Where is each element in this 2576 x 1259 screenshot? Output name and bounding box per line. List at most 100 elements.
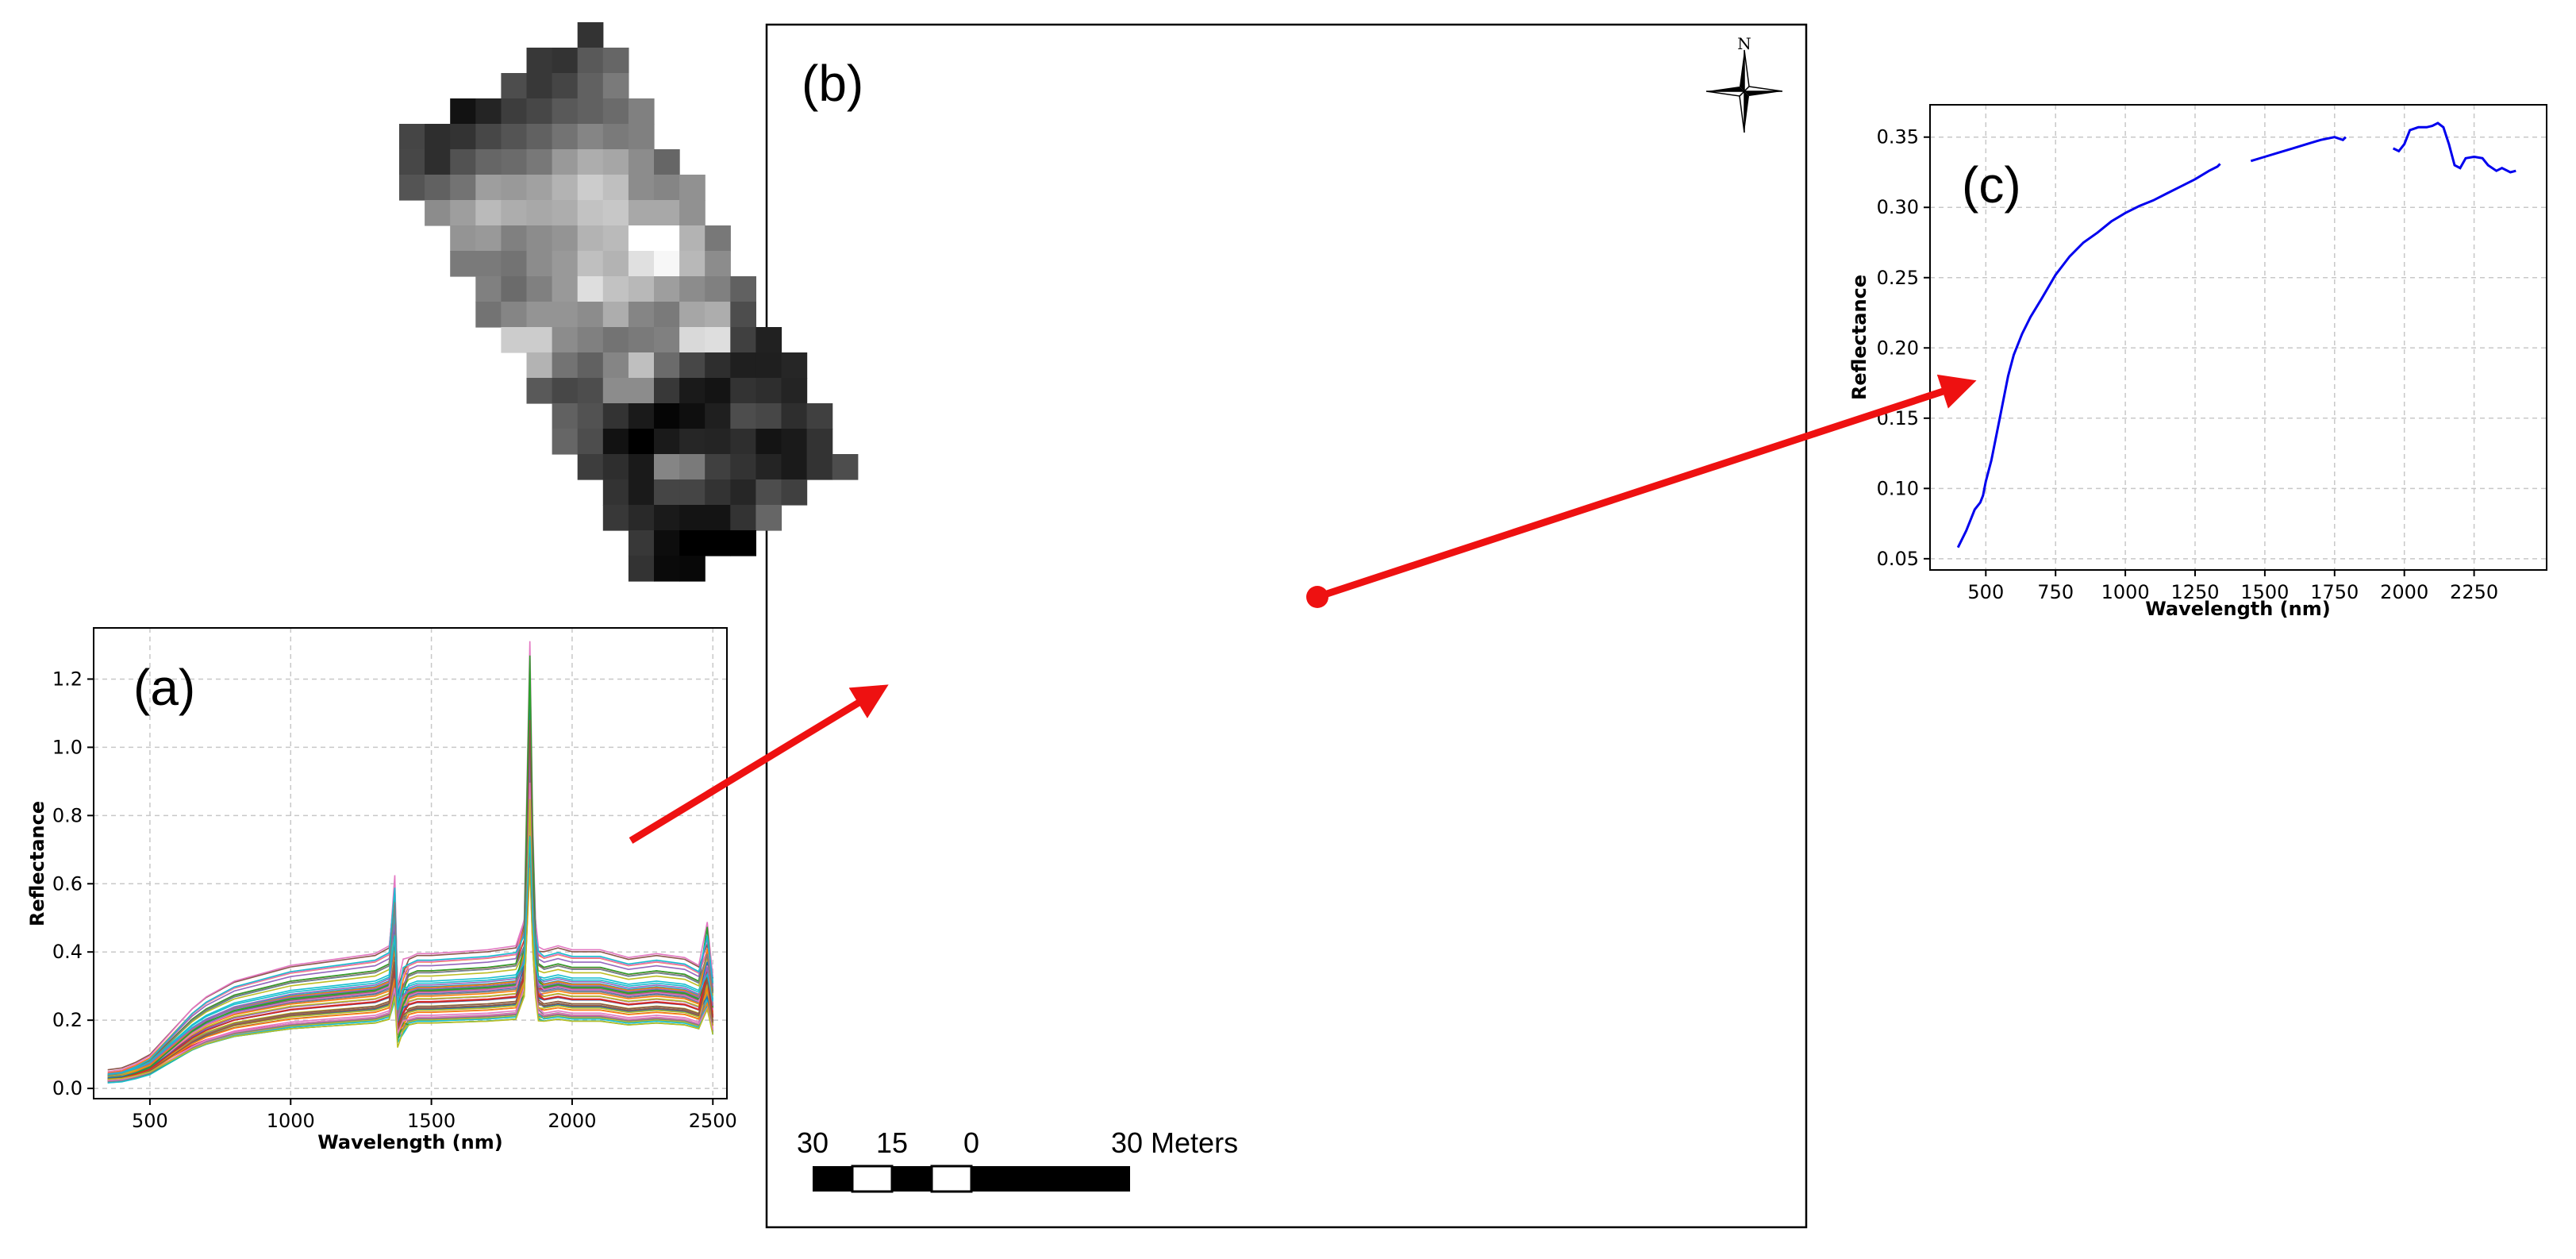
- pixel-cell: [475, 251, 502, 277]
- pixel-cell: [577, 454, 604, 480]
- pixel-cell: [705, 378, 731, 404]
- pixel-cell: [450, 98, 476, 125]
- pixel-cell: [730, 479, 756, 506]
- panel-a-xlabel: Wavelength (nm): [317, 1131, 502, 1153]
- pixel-cell: [501, 175, 528, 201]
- panel-a-xtick-label: 1000: [267, 1110, 315, 1132]
- pixel-cell: [628, 98, 655, 125]
- pixel-cell: [577, 124, 604, 150]
- pixel-cell: [730, 429, 756, 455]
- pixel-cell: [552, 98, 579, 125]
- pixel-cell: [602, 302, 629, 328]
- pixel-cell: [602, 378, 629, 404]
- pixel-cell: [628, 378, 655, 404]
- pixel-cell: [602, 225, 629, 252]
- pixel-cell: [730, 454, 756, 480]
- pixel-cell: [399, 124, 425, 150]
- pixel-cell: [475, 225, 502, 252]
- pixel-cell: [705, 302, 731, 328]
- pixel-cell: [602, 124, 629, 150]
- pixel-cell: [450, 225, 476, 252]
- north-label: N: [1737, 34, 1751, 53]
- pixel-cell: [654, 149, 680, 175]
- panel-c-spectrum-segment-3: [2392, 121, 2516, 174]
- pixel-cell: [450, 251, 476, 277]
- panel-a-spectrum-line: [107, 807, 714, 1076]
- pixel-cell: [602, 200, 629, 226]
- pixel-cell: [705, 454, 731, 480]
- panel-b-pixel-map: [399, 22, 859, 582]
- pixel-cell: [552, 251, 579, 277]
- pixel-cell: [781, 429, 808, 455]
- scale-bar-segment-5: [971, 1166, 1130, 1192]
- pixel-cell: [806, 429, 833, 455]
- pixel-cell: [552, 48, 579, 74]
- pixel-cell: [654, 556, 680, 582]
- panel-a: 500 1000 1500 2000 2500 0.0 0.2 0.4 0.6 0.8 1.0 1.…: [26, 627, 737, 1153]
- panel-a-ytick-label: 0.2: [52, 1009, 83, 1031]
- panel-c-axes-frame: [1929, 104, 2547, 571]
- pixel-cell: [577, 73, 604, 99]
- panel-c-ytick-label: 0.05: [1877, 548, 1919, 570]
- pixel-cell: [475, 302, 502, 328]
- pixel-cell: [679, 530, 706, 556]
- pixel-cell: [501, 124, 528, 150]
- pixel-cell: [602, 251, 629, 277]
- pixel-cell: [679, 403, 706, 429]
- panel-c-xtick-label: 2250: [2450, 581, 2498, 603]
- panel-a-spectrum-line: [107, 835, 714, 1080]
- north-arrow-icon: N: [1705, 34, 1783, 133]
- panel-a-xtick-label: 500: [132, 1110, 168, 1132]
- pixel-cell: [602, 175, 629, 201]
- pixel-cell: [705, 403, 731, 429]
- pixel-cell: [602, 48, 629, 74]
- pixel-cell: [755, 454, 782, 480]
- pixel-cell: [654, 403, 680, 429]
- pixel-cell: [628, 403, 655, 429]
- pixel-cell: [730, 378, 756, 404]
- scale-bar-segment-2: [851, 1165, 894, 1193]
- pixel-cell: [475, 124, 502, 150]
- panel-c-x-ticks: 500 750 1000 1250 1500 1750 2000 2250: [1967, 570, 2498, 603]
- pixel-cell: [450, 200, 476, 226]
- pixel-cell: [552, 276, 579, 302]
- pixel-cell: [602, 73, 629, 99]
- panel-a-xtick-label: 1500: [407, 1110, 456, 1132]
- pixel-cell: [705, 530, 731, 556]
- arrow-a-to-b: [629, 684, 889, 844]
- pixel-cell: [552, 352, 579, 379]
- pixel-cell: [475, 276, 502, 302]
- panel-c-ytick-label: 0.30: [1877, 196, 1919, 218]
- pixel-cell: [577, 48, 604, 74]
- pixel-cell: [806, 454, 833, 480]
- pixel-cell: [679, 225, 706, 252]
- panel-c-xtick-label: 1750: [2310, 581, 2359, 603]
- pixel-cell: [705, 276, 731, 302]
- pixel-cell: [577, 22, 604, 48]
- pixel-cell: [679, 378, 706, 404]
- pixel-cell: [806, 403, 833, 429]
- pixel-cell: [450, 175, 476, 201]
- pixel-cell: [577, 378, 604, 404]
- panel-a-xtick-label: 2000: [548, 1110, 596, 1132]
- panel-c-grid: [1930, 105, 2547, 570]
- panel-c-ytick-label: 0.35: [1877, 126, 1919, 148]
- panel-c: 500 750 1000 1250 1500 1750 2000 2250 0.05 0.10 0…: [1848, 104, 2547, 620]
- pixel-cell: [526, 200, 553, 226]
- pixel-cell: [526, 302, 553, 328]
- pixel-cell: [628, 149, 655, 175]
- pixel-cell: [654, 479, 680, 506]
- pixel-cell: [501, 327, 528, 353]
- pixel-cell: [781, 352, 808, 379]
- panel-a-label: (a): [133, 659, 195, 716]
- pixel-cell: [705, 505, 731, 531]
- pixel-cell: [628, 302, 655, 328]
- pixel-cell: [577, 352, 604, 379]
- pixel-cell: [602, 429, 629, 455]
- pixel-cell: [730, 302, 756, 328]
- panel-a-ytick-label: 0.0: [52, 1077, 83, 1099]
- pixel-cell: [602, 479, 629, 506]
- pixel-cell: [628, 479, 655, 506]
- pixel-cell: [526, 225, 553, 252]
